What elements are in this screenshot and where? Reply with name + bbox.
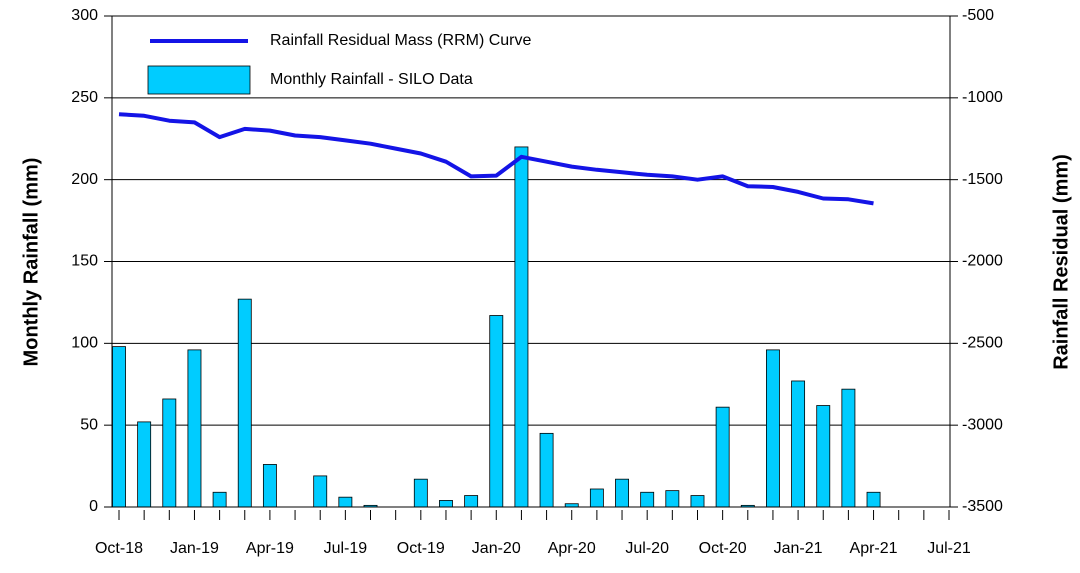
line	[118, 112, 874, 206]
bar	[137, 421, 152, 508]
bar	[816, 405, 831, 508]
legend-label: Monthly Rainfall - SILO Data	[270, 71, 473, 88]
bar	[489, 315, 504, 508]
x-tick-label: Jul-21	[927, 540, 971, 557]
bar	[589, 488, 604, 508]
bar	[439, 500, 453, 508]
y-tick-label: 0	[89, 498, 98, 515]
y2-tick-label: -1500	[962, 171, 1003, 188]
y2-axis-label: Rainfall Residual (mm)	[1050, 154, 1072, 370]
bar	[615, 478, 629, 508]
y-tick-label: 200	[71, 171, 98, 188]
bar	[665, 490, 680, 508]
bar	[866, 491, 881, 508]
bar	[262, 464, 277, 508]
x-tick-label: Jul-19	[324, 540, 368, 557]
bar	[338, 496, 353, 508]
x-tick-label: Oct-18	[95, 540, 143, 557]
bar	[413, 478, 428, 508]
bar	[791, 380, 806, 508]
x-tick-label: Jan-19	[170, 540, 219, 557]
x-tick-label: Jul-20	[625, 540, 669, 557]
y-tick-label: 300	[71, 7, 98, 24]
bar	[112, 346, 126, 508]
x-tick-label: Oct-20	[699, 540, 747, 557]
x-tick-label: Apr-20	[548, 540, 596, 557]
y-tick-label: 50	[80, 416, 98, 433]
legend-label: Rainfall Residual Mass (RRM) Curve	[270, 32, 532, 49]
y-axis-label: Monthly Rainfall (mm)	[20, 158, 42, 367]
bar	[162, 398, 177, 508]
y2-tick-label: -3500	[962, 498, 1003, 515]
bar	[313, 475, 328, 508]
bar	[212, 491, 227, 508]
y2-tick-label: -2000	[962, 253, 1003, 270]
bar	[841, 388, 856, 508]
y-tick-label: 150	[71, 253, 98, 270]
bar	[514, 146, 529, 508]
y-tick-label: 100	[71, 335, 98, 352]
y2-tick-label: -3000	[962, 416, 1003, 433]
bar	[640, 491, 655, 508]
bar	[539, 432, 554, 508]
y2-tick-label: -2500	[962, 335, 1003, 352]
bar	[766, 349, 780, 508]
bar	[690, 495, 705, 508]
legend-swatch	[147, 65, 251, 95]
x-tick-label: Jan-20	[472, 540, 521, 557]
x-tick-label: Apr-19	[246, 540, 294, 557]
y2-tick-label: -500	[962, 7, 994, 24]
x-tick-label: Apr-21	[850, 540, 898, 557]
x-tick-label: Jan-21	[774, 540, 823, 557]
x-tick-label: Oct-19	[397, 540, 445, 557]
bar	[187, 349, 202, 508]
bar	[464, 495, 479, 508]
y2-tick-label: -1000	[962, 89, 1003, 106]
bar	[237, 298, 252, 508]
plot-frame	[111, 15, 951, 508]
y-tick-label: 250	[71, 89, 98, 106]
bar	[715, 406, 730, 508]
